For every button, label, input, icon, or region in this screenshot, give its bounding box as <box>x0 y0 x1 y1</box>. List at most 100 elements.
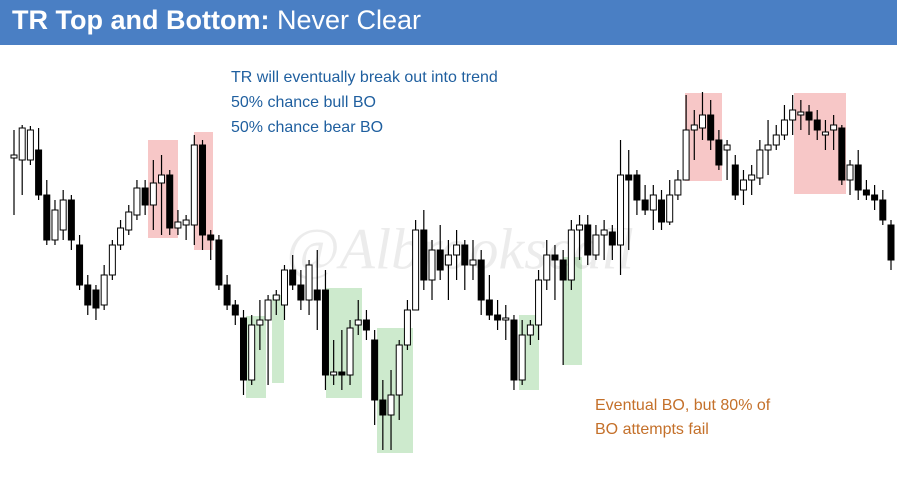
candle-body <box>158 174 166 184</box>
candle-body <box>871 194 879 201</box>
candle-body <box>707 114 715 141</box>
candle-body <box>567 229 575 281</box>
candle-body <box>420 229 428 281</box>
candle-body <box>739 179 747 191</box>
candle-body <box>321 289 329 376</box>
candle-body <box>846 164 854 181</box>
candle-body <box>403 309 411 346</box>
candle-body <box>43 194 51 241</box>
candle-body <box>772 134 780 146</box>
candle-body <box>84 284 92 306</box>
candle-body <box>182 219 190 226</box>
green-box <box>563 257 582 365</box>
candle-body <box>264 299 272 321</box>
candle-body <box>18 127 26 161</box>
candle-body <box>51 209 59 241</box>
candle-body <box>248 324 256 381</box>
red-box <box>794 93 846 194</box>
candle-body <box>461 244 469 266</box>
candles <box>10 92 895 450</box>
candle-body <box>231 304 239 316</box>
candle-body <box>830 124 838 131</box>
candle-body <box>485 299 493 316</box>
candle-body <box>682 129 690 181</box>
candle-body <box>76 244 84 286</box>
candle-body <box>330 371 338 376</box>
title-rest: Never Clear <box>277 5 421 35</box>
candle-body <box>412 229 420 311</box>
candle-body <box>289 269 297 286</box>
candle-body <box>125 211 133 231</box>
candle-body <box>526 324 534 336</box>
candle-body <box>141 187 149 206</box>
candle-body <box>731 164 739 196</box>
candle-body <box>338 371 346 376</box>
candle-body <box>280 269 288 306</box>
candle-body <box>133 187 141 216</box>
candle-body <box>313 289 321 301</box>
candle-body <box>715 139 723 166</box>
candle-body <box>305 264 313 301</box>
candle-body <box>395 344 403 396</box>
candle-body <box>756 149 764 179</box>
candle-body <box>698 114 706 129</box>
title: TR Top and Bottom: Never Clear <box>12 5 421 35</box>
candle-body <box>346 327 354 376</box>
candle-body <box>387 394 395 416</box>
candle-body <box>764 144 772 151</box>
candle-body <box>494 314 502 321</box>
candle-body <box>256 319 264 326</box>
candle-body <box>436 249 444 271</box>
candle-body <box>789 109 797 121</box>
candle-body <box>690 124 698 131</box>
annotation: 50% chance bull BO <box>231 94 376 111</box>
candle-body <box>108 244 116 276</box>
candle-body <box>649 194 657 211</box>
candle-body <box>862 189 870 196</box>
candle-body <box>510 319 518 381</box>
annotation: TR will eventually break out into trend <box>231 69 498 86</box>
highlight-boxes <box>148 93 846 453</box>
candle-body <box>838 127 846 181</box>
candle-body <box>297 284 305 301</box>
candle-body <box>67 199 75 241</box>
candle-body <box>207 234 215 241</box>
candle-body <box>879 199 887 221</box>
candle-body <box>362 319 370 331</box>
candle-body <box>641 199 649 211</box>
candle-body <box>584 224 592 256</box>
candle-body <box>551 254 559 261</box>
candle-body <box>518 334 526 381</box>
candle-body <box>223 284 231 306</box>
candle-body <box>600 229 608 236</box>
annotation: BO attempts fail <box>595 421 709 438</box>
candle-body <box>608 231 616 246</box>
red-box <box>685 93 722 181</box>
candle-body <box>92 289 100 309</box>
candle-body <box>502 317 510 321</box>
candle-body <box>453 244 461 256</box>
candle-body <box>543 254 551 281</box>
candle-body <box>797 111 805 116</box>
candle-body <box>592 234 600 256</box>
candle-body <box>199 144 207 236</box>
candle-body <box>444 254 452 266</box>
annotation: 50% chance bear BO <box>231 119 383 136</box>
candle-body <box>166 174 174 229</box>
candle-body <box>59 199 67 231</box>
candle-body <box>821 131 829 136</box>
candle-body <box>535 279 543 326</box>
candle-body <box>428 249 436 281</box>
candle-body <box>354 319 362 326</box>
candle-body <box>371 339 379 401</box>
title-bold: TR Top and Bottom: <box>12 5 269 35</box>
candle-body <box>617 174 625 246</box>
candle-body <box>666 194 674 223</box>
candle-body <box>149 182 157 206</box>
candle-body <box>35 149 43 196</box>
header-bar <box>0 0 897 45</box>
candle-body <box>559 259 567 281</box>
candle-body <box>805 111 813 121</box>
